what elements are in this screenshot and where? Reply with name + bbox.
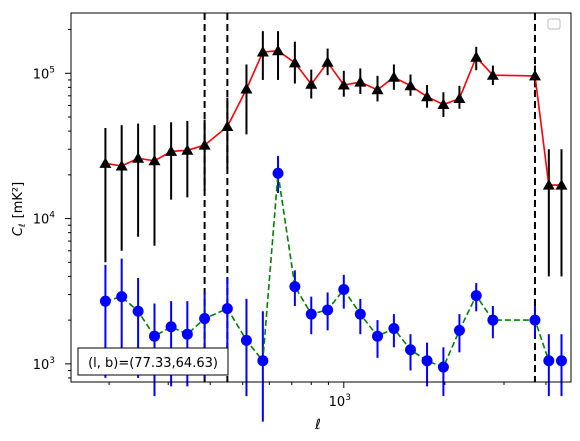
data-point xyxy=(165,145,178,156)
data-point xyxy=(240,334,252,346)
y-tick-label: 103 xyxy=(33,356,55,373)
annotation-text: (l, b)=(77.33,64.63) xyxy=(88,356,218,371)
data-point xyxy=(437,98,450,109)
x-tick-label: 103 xyxy=(329,393,351,410)
x-axis-label: ℓ xyxy=(314,417,321,433)
annotation-box: (l, b)=(77.33,64.63) xyxy=(77,347,229,376)
data-point xyxy=(132,152,145,163)
data-point xyxy=(322,304,334,316)
data-point xyxy=(199,313,211,325)
data-point xyxy=(305,308,317,320)
data-point xyxy=(354,308,366,320)
data-point xyxy=(470,51,483,62)
data-point xyxy=(256,46,269,57)
data-point xyxy=(453,324,465,336)
legend-box xyxy=(547,18,561,30)
data-point xyxy=(240,82,253,94)
data-point xyxy=(542,179,555,190)
data-point xyxy=(181,144,194,155)
data-point xyxy=(528,69,541,81)
data-point xyxy=(257,355,269,367)
data-point xyxy=(371,330,383,342)
data-point xyxy=(116,291,128,303)
axes: 103 103 104 105 xyxy=(33,12,572,410)
data-point xyxy=(388,323,400,335)
data-point xyxy=(404,79,417,91)
data-point xyxy=(555,355,567,367)
data-point xyxy=(487,314,499,326)
data-point xyxy=(198,139,211,150)
data-point xyxy=(421,355,433,367)
y-tick-label: 104 xyxy=(33,211,56,228)
data-point xyxy=(453,92,466,104)
data-point xyxy=(289,281,301,293)
data-point xyxy=(543,355,555,367)
data-point xyxy=(387,71,400,82)
y-axis-label: Cℓ [mK²] xyxy=(11,182,28,236)
data-point xyxy=(221,303,233,315)
data-point xyxy=(529,314,541,326)
data-point xyxy=(132,305,144,317)
data-point xyxy=(371,83,384,95)
annotation-frame xyxy=(77,347,229,376)
data-point xyxy=(221,120,234,132)
data-point xyxy=(165,321,177,333)
data-point xyxy=(555,179,568,190)
data-point xyxy=(337,79,350,90)
data-point xyxy=(437,361,449,373)
data-point xyxy=(99,295,111,307)
data-point xyxy=(404,344,416,356)
data-point xyxy=(354,76,367,87)
data-point xyxy=(338,283,350,295)
y-axis-label-subscript: ℓ xyxy=(18,223,28,228)
data-point xyxy=(99,157,112,168)
data-point xyxy=(470,290,482,302)
data-point xyxy=(115,160,128,171)
data-point xyxy=(148,330,160,342)
data-point xyxy=(181,328,193,340)
data-point xyxy=(272,44,285,56)
data-point xyxy=(305,78,318,89)
y-axis-label-unit: [mK²] xyxy=(11,182,26,219)
data-point xyxy=(288,56,301,68)
data-point xyxy=(421,90,434,102)
data-point xyxy=(148,154,161,166)
y-tick-label: 105 xyxy=(33,65,55,82)
data-point xyxy=(321,56,334,67)
y-axis-label-symbol: C xyxy=(11,226,26,236)
axes-frame xyxy=(70,12,572,383)
data-point xyxy=(486,69,499,80)
series-0 xyxy=(99,31,568,277)
data-point xyxy=(272,167,284,179)
